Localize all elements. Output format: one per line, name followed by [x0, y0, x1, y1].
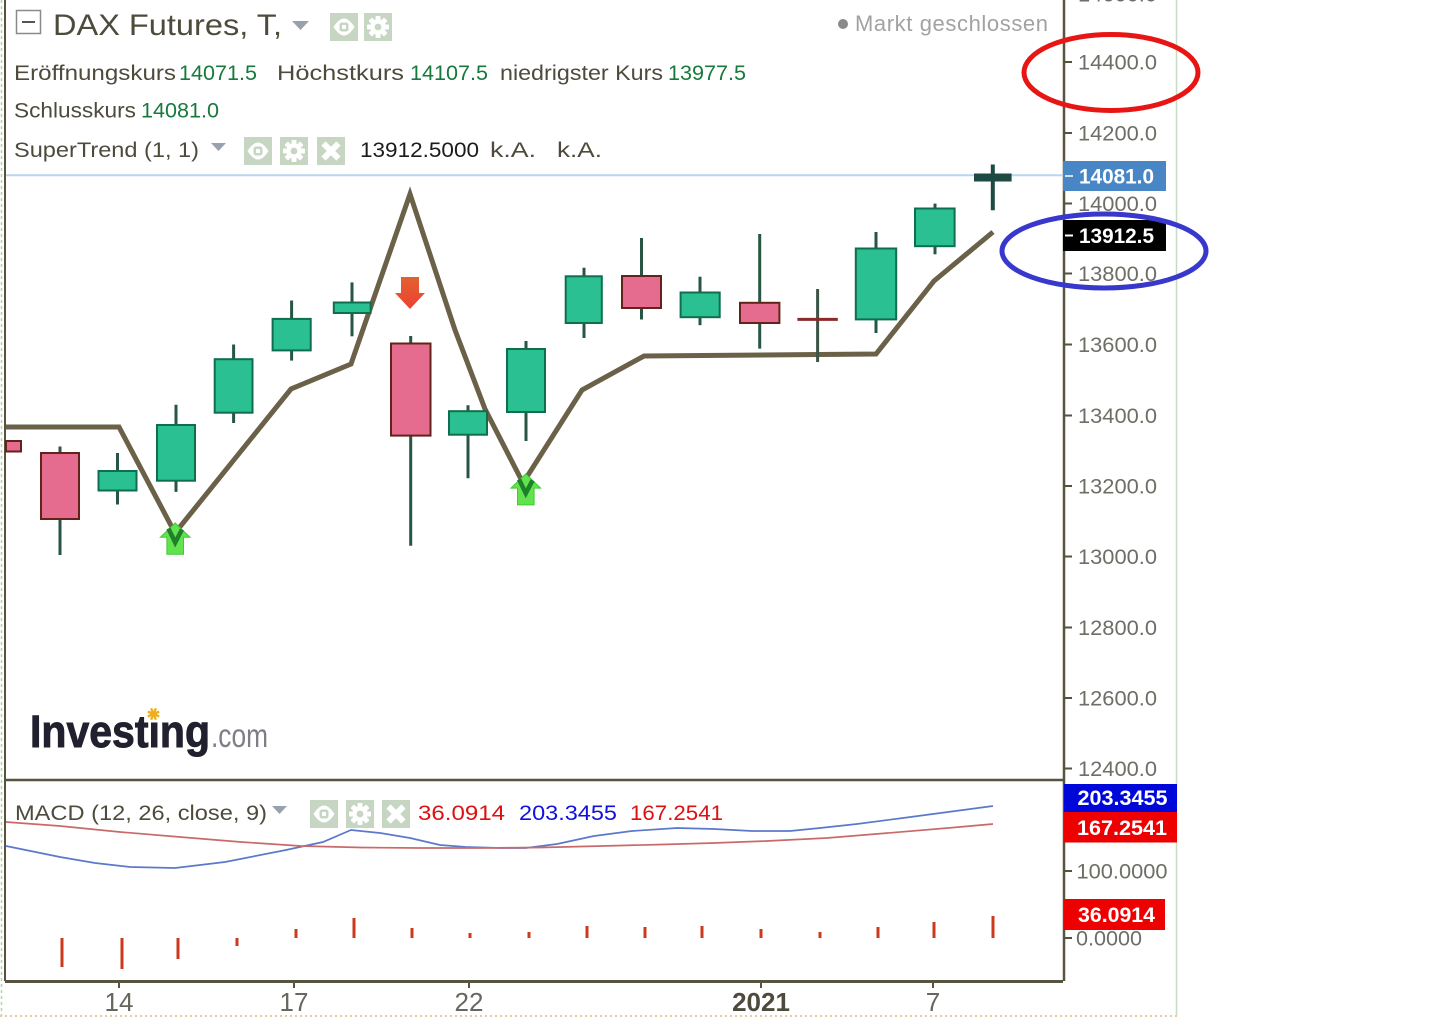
- svg-text:203.3455: 203.3455: [519, 802, 617, 825]
- svg-text:Höchstkurs: Höchstkurs: [277, 62, 404, 85]
- svg-text:0.0000: 0.0000: [1076, 928, 1142, 951]
- svg-text:Investıng: Investıng: [30, 706, 210, 757]
- svg-text:14107.5: 14107.5: [410, 62, 488, 85]
- svg-text:niedrigster Kurs: niedrigster Kurs: [500, 62, 663, 85]
- svg-text:14: 14: [105, 987, 134, 1017]
- svg-text:203.3455: 203.3455: [1078, 787, 1168, 810]
- svg-text:13977.5: 13977.5: [668, 62, 746, 85]
- svg-text:SuperTrend (1, 1): SuperTrend (1, 1): [14, 139, 199, 162]
- svg-text:100.0000: 100.0000: [1077, 861, 1168, 884]
- svg-text:13912.5000: 13912.5000: [360, 139, 479, 162]
- svg-text:Eröffnungskurs: Eröffnungskurs: [14, 62, 176, 85]
- svg-text:14081.0: 14081.0: [141, 100, 219, 123]
- svg-text:12400.0: 12400.0: [1078, 758, 1157, 781]
- svg-text:k.A.: k.A.: [557, 139, 602, 162]
- svg-text:167.2541: 167.2541: [630, 802, 723, 825]
- svg-text:12600.0: 12600.0: [1078, 688, 1157, 711]
- svg-text:12800.0: 12800.0: [1078, 617, 1157, 640]
- svg-text:13600.0: 13600.0: [1078, 334, 1157, 357]
- svg-text:22: 22: [455, 987, 484, 1017]
- svg-text:13912.5: 13912.5: [1079, 225, 1154, 248]
- svg-text:DAX Futures, T,: DAX Futures, T,: [53, 9, 282, 42]
- svg-text:13800.0: 13800.0: [1078, 263, 1157, 286]
- svg-text:167.2541: 167.2541: [1077, 817, 1167, 840]
- svg-text:Schlusskurs: Schlusskurs: [14, 100, 136, 123]
- svg-text:14200.0: 14200.0: [1078, 123, 1157, 146]
- svg-text:36.0914: 36.0914: [1078, 904, 1155, 927]
- svg-text:Markt geschlossen: Markt geschlossen: [855, 11, 1048, 36]
- svg-text:13200.0: 13200.0: [1078, 476, 1157, 499]
- svg-text:7: 7: [926, 987, 940, 1017]
- svg-text:14081.0: 14081.0: [1079, 166, 1154, 189]
- svg-text:14000.0: 14000.0: [1078, 193, 1157, 216]
- svg-text:k.A.: k.A.: [490, 139, 536, 162]
- svg-text:13400.0: 13400.0: [1078, 405, 1157, 428]
- svg-text:14400.0: 14400.0: [1078, 52, 1157, 75]
- svg-text:14600.0: 14600.0: [1078, 0, 1157, 7]
- svg-text:36.0914: 36.0914: [418, 802, 505, 825]
- svg-text:MACD (12, 26, close, 9): MACD (12, 26, close, 9): [15, 802, 267, 825]
- svg-text:2021: 2021: [732, 987, 790, 1017]
- svg-text:17: 17: [280, 987, 309, 1017]
- svg-text:.com: .com: [211, 717, 268, 754]
- svg-text:13000.0: 13000.0: [1078, 546, 1157, 569]
- svg-text:14071.5: 14071.5: [179, 62, 257, 85]
